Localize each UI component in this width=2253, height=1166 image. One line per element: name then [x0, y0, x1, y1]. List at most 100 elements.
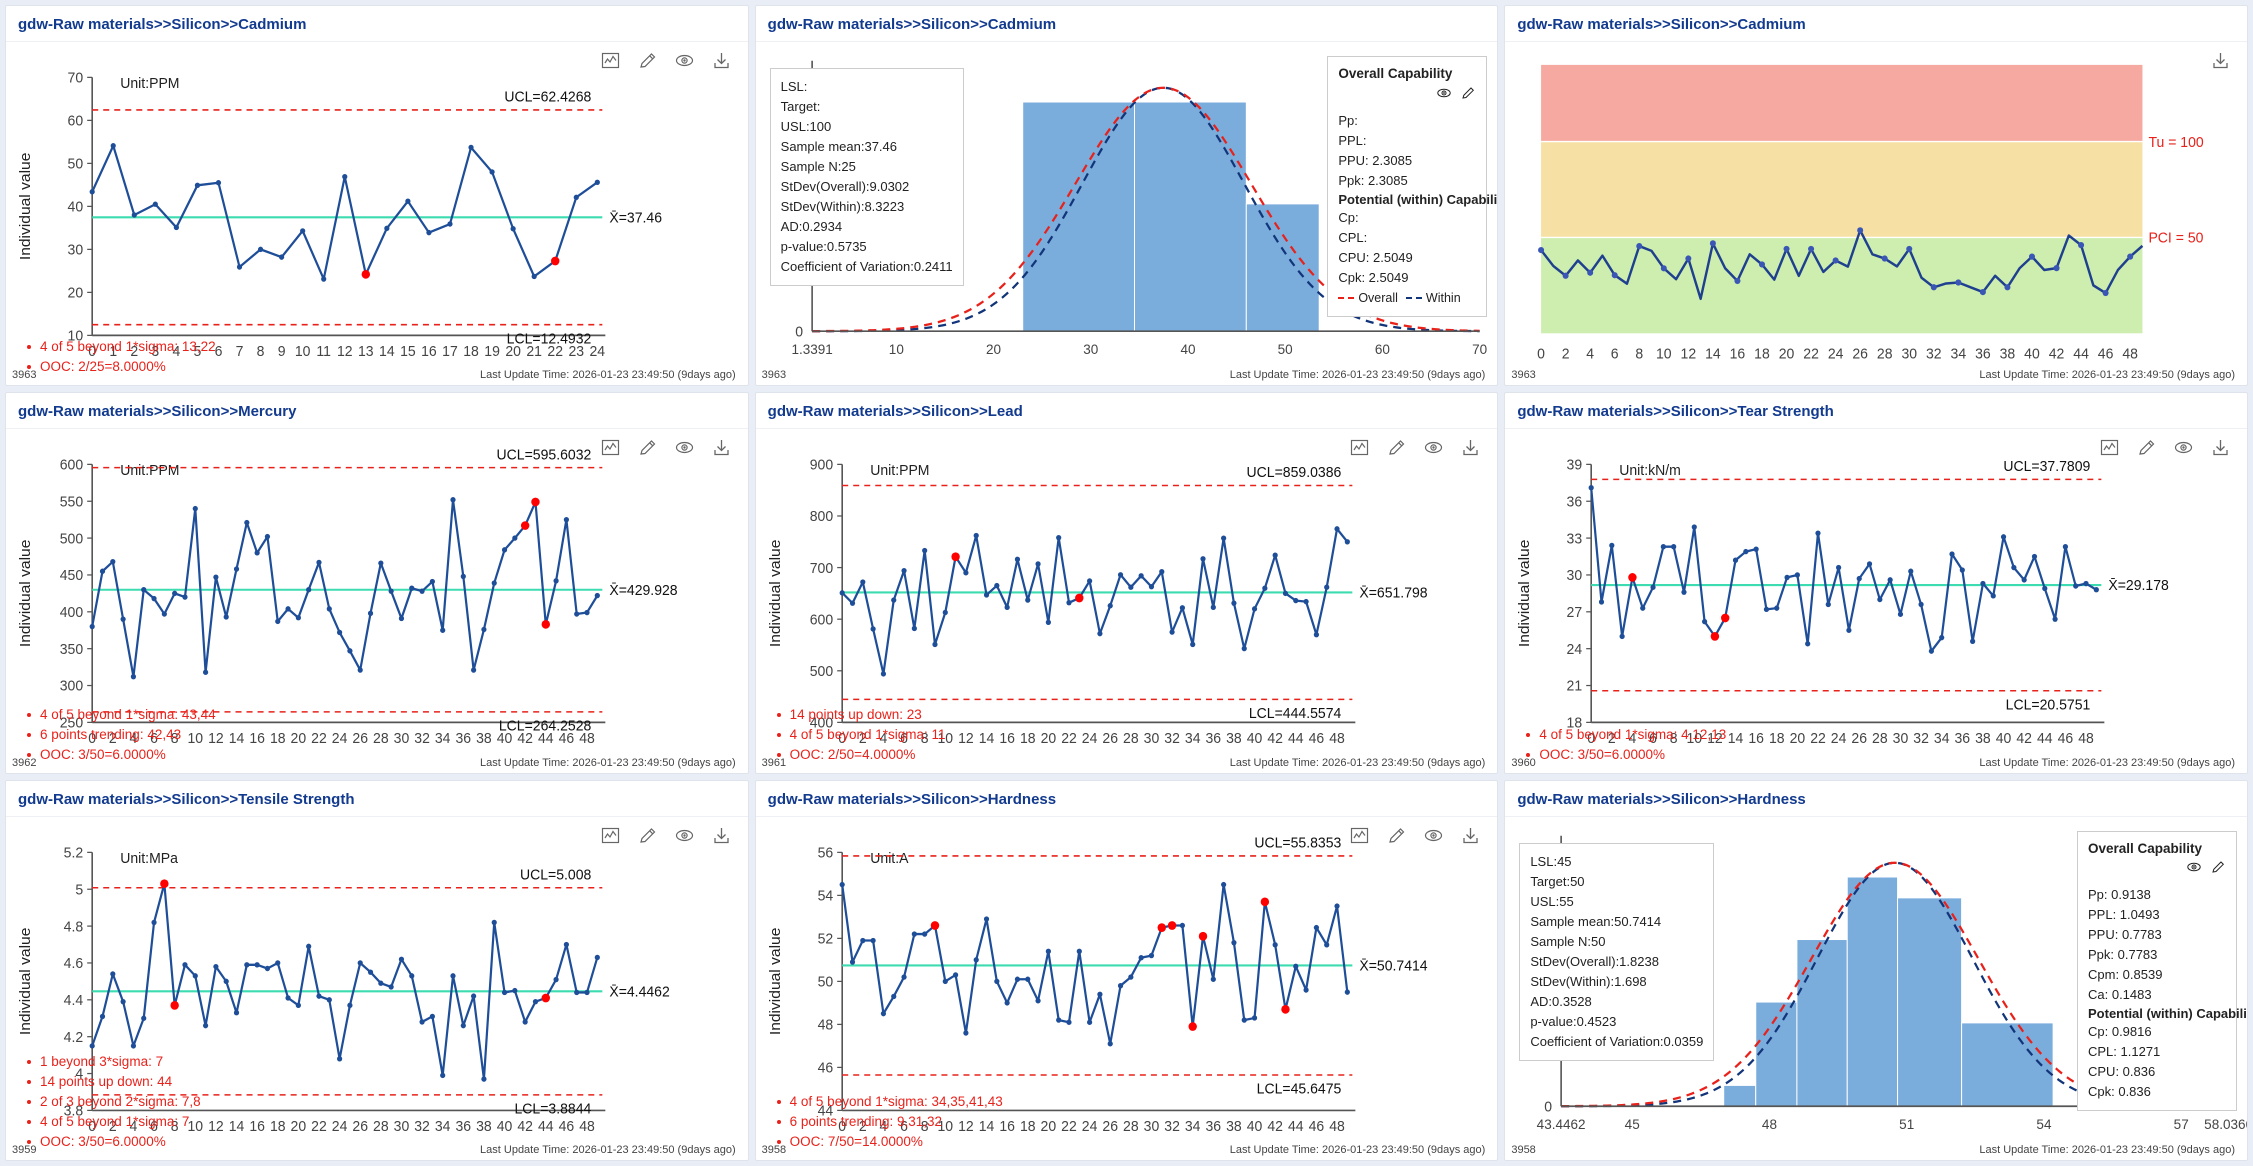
data-point[interactable] [99, 1013, 106, 1019]
data-point[interactable] [202, 1022, 209, 1028]
pencil-icon[interactable] [637, 825, 658, 846]
data-point[interactable] [1612, 272, 1619, 279]
chart-icon[interactable] [1349, 825, 1370, 846]
data-point[interactable] [1292, 598, 1299, 604]
violation-point[interactable] [541, 620, 550, 630]
data-point[interactable] [993, 583, 1000, 589]
data-point[interactable] [2021, 577, 2028, 583]
data-point[interactable] [447, 221, 453, 227]
data-point[interactable] [1323, 941, 1329, 948]
data-point[interactable] [110, 970, 116, 977]
data-point[interactable] [1127, 974, 1134, 980]
data-point[interactable] [1014, 976, 1020, 982]
data-point[interactable] [244, 961, 250, 968]
violation-point[interactable] [1167, 920, 1176, 930]
violation-point[interactable] [951, 552, 960, 562]
data-point[interactable] [512, 987, 518, 993]
data-point[interactable] [357, 667, 363, 674]
data-point[interactable] [440, 1072, 446, 1078]
data-point[interactable] [1671, 544, 1677, 550]
data-point[interactable] [1138, 954, 1144, 961]
data-point[interactable] [233, 566, 240, 573]
data-point[interactable] [1980, 288, 1987, 296]
data-point[interactable] [1230, 600, 1237, 607]
data-point[interactable] [1599, 599, 1605, 606]
data-point[interactable] [1066, 1019, 1072, 1025]
data-point[interactable] [182, 961, 188, 968]
data-point[interactable] [574, 989, 580, 995]
data-point[interactable] [1117, 572, 1123, 578]
data-point[interactable] [1710, 240, 1717, 247]
data-point[interactable] [2001, 534, 2007, 540]
violation-point[interactable] [531, 497, 540, 507]
data-point[interactable] [295, 615, 301, 621]
data-point[interactable] [398, 616, 405, 622]
data-point[interactable] [1640, 605, 1646, 612]
histogram-bar[interactable] [1847, 876, 1899, 1107]
eye-icon[interactable] [674, 825, 695, 846]
data-point[interactable] [531, 273, 537, 280]
data-point[interactable] [481, 627, 487, 633]
data-point[interactable] [1846, 627, 1852, 634]
data-point[interactable] [870, 937, 876, 943]
data-point[interactable] [1220, 881, 1226, 887]
data-point[interactable] [890, 597, 897, 604]
data-point[interactable] [326, 606, 332, 612]
data-point[interactable] [839, 881, 845, 887]
chart-icon[interactable] [1349, 437, 1370, 458]
data-point[interactable] [1808, 245, 1815, 253]
data-point[interactable] [1272, 941, 1278, 948]
violation-point[interactable] [1628, 573, 1637, 583]
data-point[interactable] [2011, 565, 2017, 571]
eye-icon[interactable] [2173, 437, 2194, 458]
data-point[interactable] [300, 228, 306, 234]
data-point[interactable] [1960, 567, 1966, 574]
data-point[interactable] [471, 993, 477, 999]
data-point[interactable] [1024, 976, 1031, 982]
data-point[interactable] [921, 548, 927, 554]
data-point[interactable] [161, 611, 167, 618]
data-point[interactable] [1313, 632, 1319, 638]
data-point[interactable] [2032, 554, 2038, 560]
data-point[interactable] [130, 674, 137, 680]
data-point[interactable] [1877, 597, 1883, 603]
pencil-icon[interactable] [2210, 859, 2226, 875]
download-icon[interactable] [2210, 50, 2231, 71]
data-point[interactable] [1636, 242, 1643, 250]
data-point[interactable] [89, 1042, 95, 1049]
data-point[interactable] [1334, 903, 1340, 909]
data-point[interactable] [1587, 269, 1594, 276]
data-point[interactable] [839, 590, 845, 596]
data-point[interactable] [491, 580, 497, 587]
data-point[interactable] [1562, 272, 1569, 279]
data-point[interactable] [202, 669, 209, 676]
violation-point[interactable] [1280, 1004, 1290, 1014]
data-point[interactable] [1619, 634, 1626, 640]
data-point[interactable] [1323, 584, 1329, 591]
data-point[interactable] [285, 606, 291, 612]
data-point[interactable] [1066, 600, 1072, 606]
download-icon[interactable] [711, 437, 732, 458]
data-point[interactable] [1251, 1014, 1257, 1021]
data-point[interactable] [1220, 535, 1226, 542]
data-point[interactable] [1148, 952, 1154, 958]
data-point[interactable] [1303, 986, 1309, 993]
data-point[interactable] [405, 198, 411, 204]
data-point[interactable] [378, 980, 384, 986]
data-point[interactable] [1661, 265, 1668, 272]
data-point[interactable] [347, 648, 353, 654]
data-point[interactable] [1045, 948, 1051, 954]
data-point[interactable] [1035, 561, 1041, 568]
chart-icon[interactable] [2099, 437, 2120, 458]
data-point[interactable] [942, 978, 948, 984]
data-point[interactable] [870, 626, 876, 633]
data-point[interactable] [1815, 530, 1821, 537]
data-point[interactable] [2052, 616, 2059, 623]
data-point[interactable] [901, 974, 907, 980]
data-point[interactable] [1282, 591, 1288, 597]
data-point[interactable] [2073, 583, 2079, 590]
data-point[interactable] [1004, 604, 1010, 611]
data-point[interactable] [584, 989, 590, 995]
data-point[interactable] [983, 915, 989, 922]
data-point[interactable] [2029, 253, 2036, 260]
